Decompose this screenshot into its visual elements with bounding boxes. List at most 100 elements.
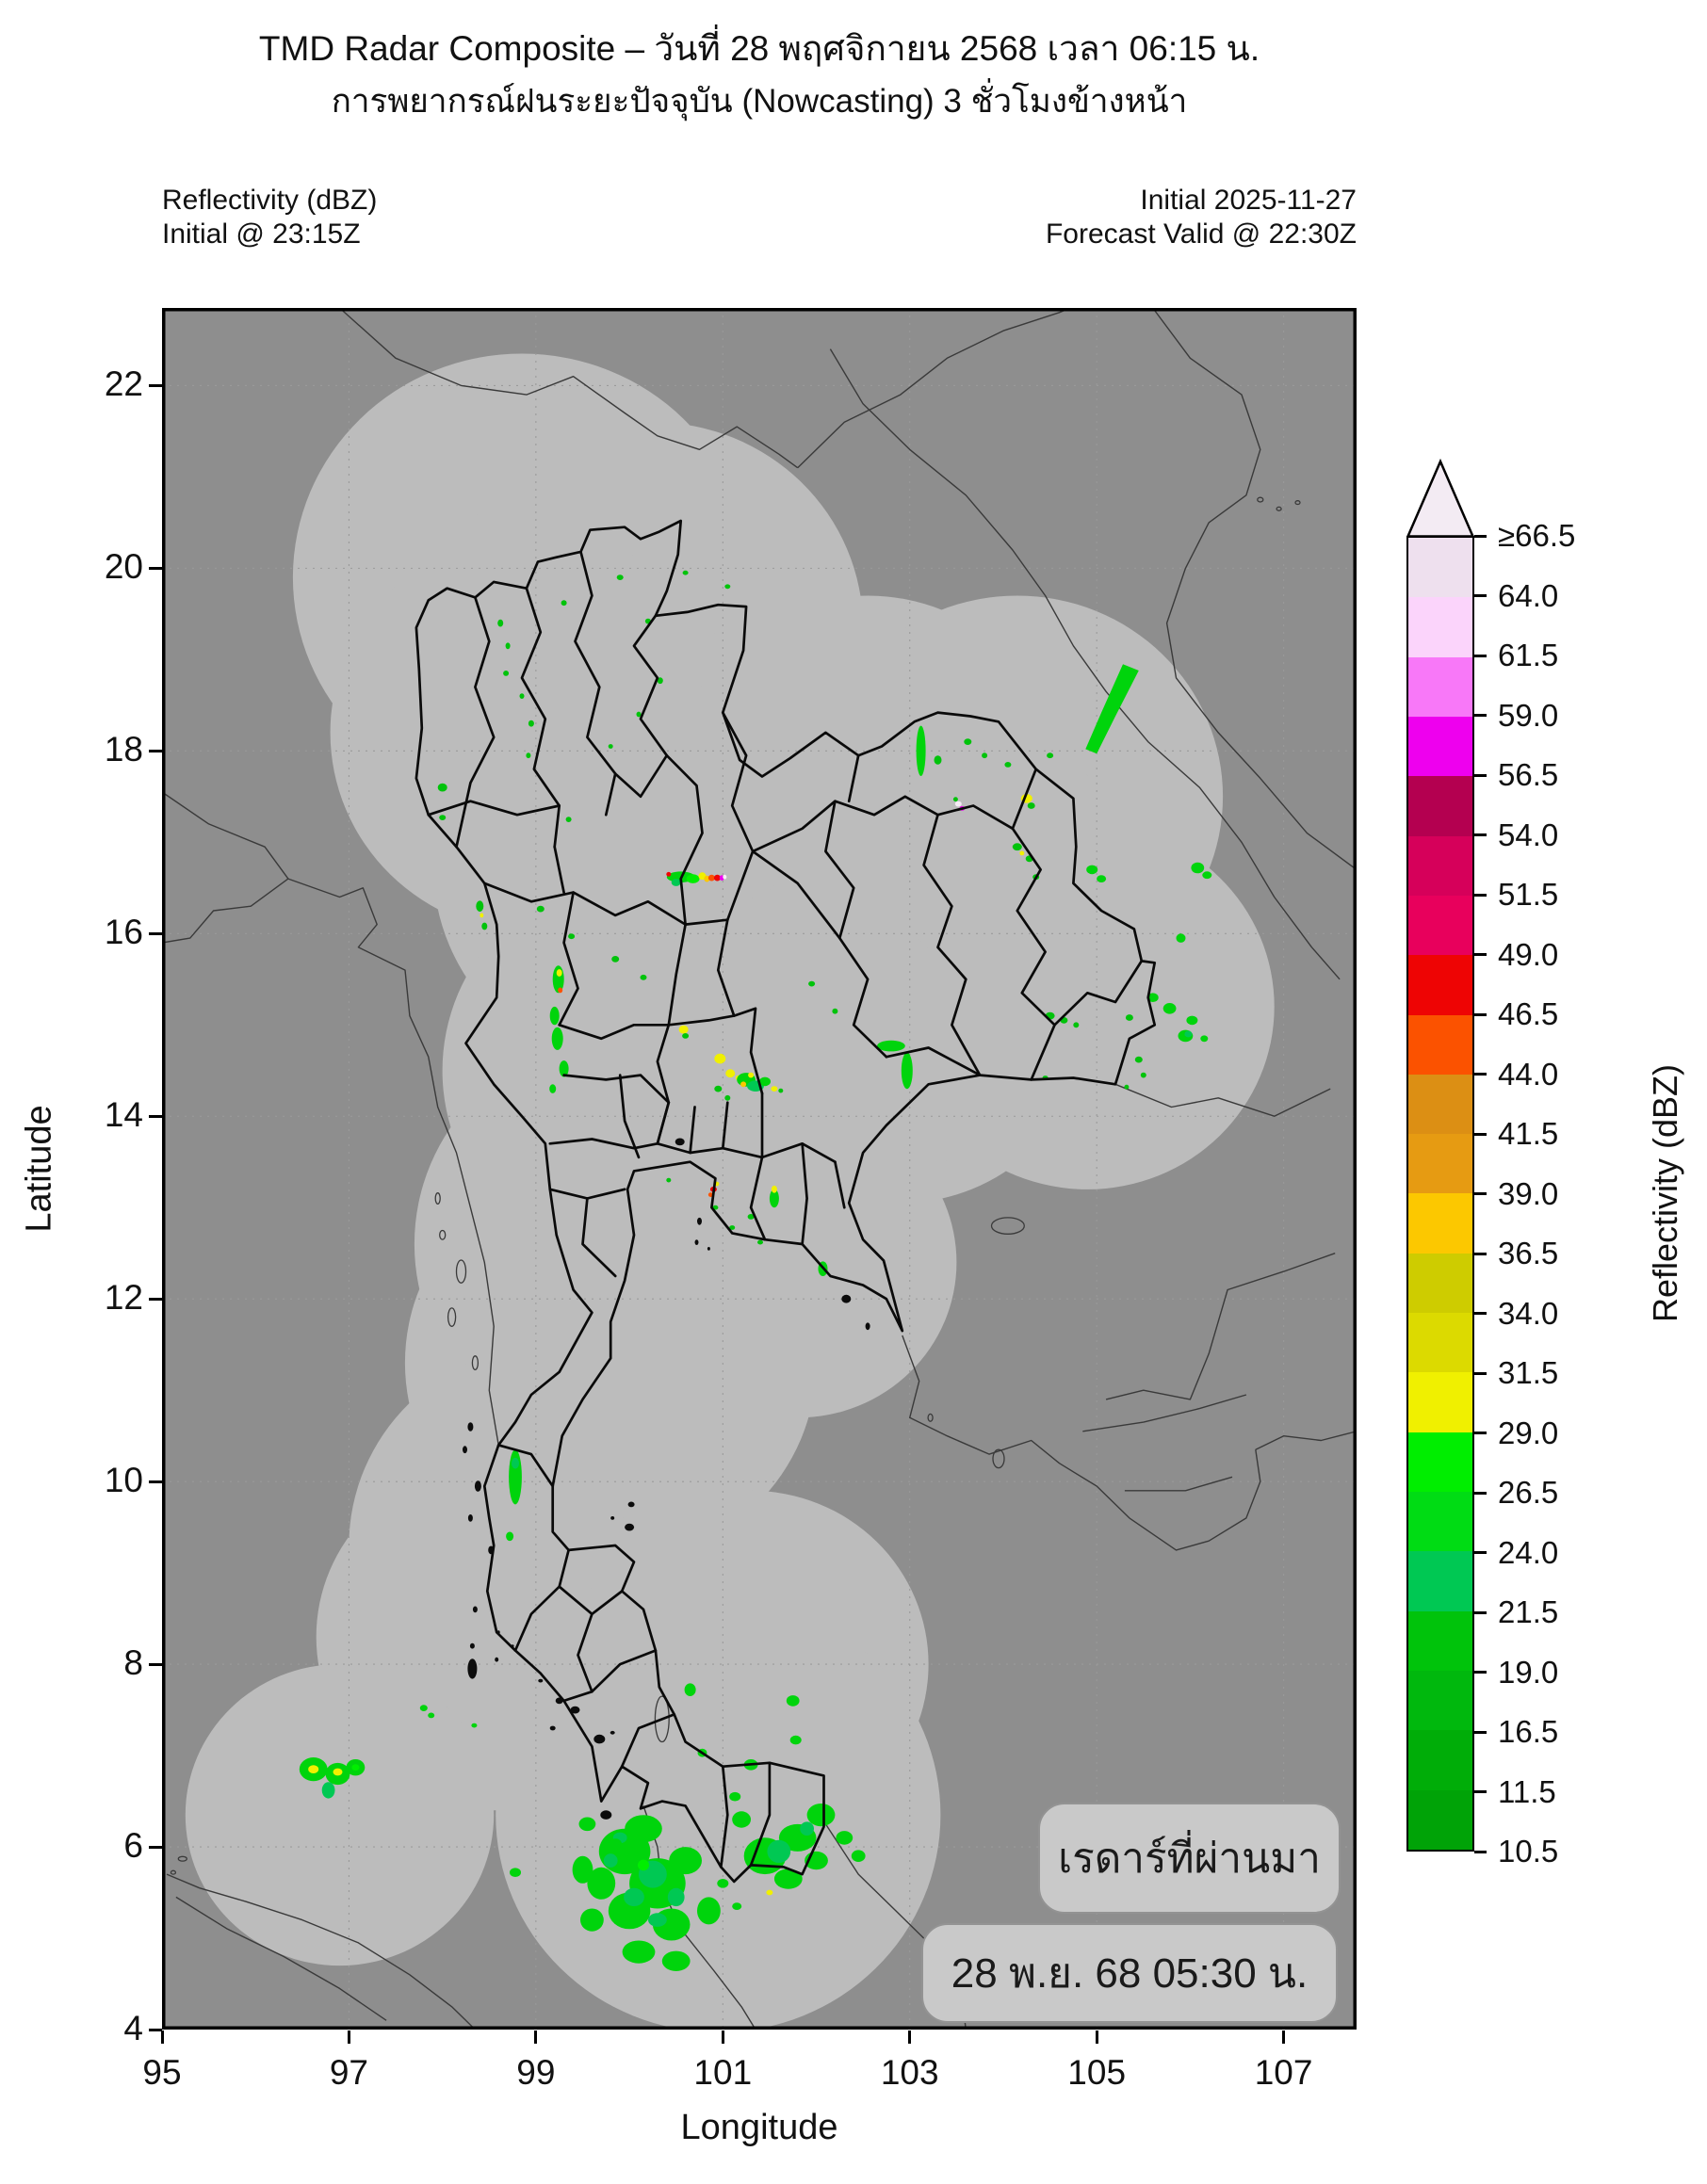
radar-echo <box>714 1085 723 1092</box>
radar-echo <box>611 956 620 963</box>
province-border-line <box>801 1141 808 1246</box>
province-border-line <box>632 614 669 757</box>
radar-echo <box>572 1855 593 1884</box>
radar-echo <box>769 1189 779 1208</box>
island-speck <box>694 1239 699 1245</box>
colorbar-tick-label: 56.5 <box>1498 757 1559 792</box>
radar-echo <box>717 1879 729 1888</box>
colorbar-tick-label: 36.5 <box>1498 1236 1559 1270</box>
province-border-line <box>558 1014 736 1041</box>
colorbar-tick-label: 16.5 <box>1498 1714 1559 1749</box>
radar-echo <box>624 1887 644 1907</box>
colorbar-tick-label: 24.0 <box>1498 1534 1559 1570</box>
country-border-line <box>1105 1253 1336 1400</box>
radar-echo <box>698 872 707 881</box>
colorbar-tick <box>1474 594 1487 597</box>
colorbar-tick-label: 29.0 <box>1498 1415 1559 1450</box>
country-border-line <box>1124 1476 1233 1492</box>
colorbar-tick-label: 34.0 <box>1498 1295 1559 1331</box>
radar-echo <box>916 725 926 776</box>
radar-echo <box>964 738 972 745</box>
y-tick <box>149 2028 162 2031</box>
radar-echo <box>558 987 563 994</box>
province-border-line <box>562 1612 593 1703</box>
colorbar-arrow <box>1406 459 1474 538</box>
radar-echo <box>497 619 504 627</box>
island-outline <box>927 1413 934 1422</box>
radar-echo <box>1086 865 1098 875</box>
radar-echo <box>1125 1014 1133 1021</box>
island-speck <box>707 1247 710 1251</box>
radar-echo <box>1134 1056 1143 1063</box>
radar-echo <box>771 1086 778 1092</box>
radar-echo <box>667 1887 685 1907</box>
y-tick <box>149 1297 162 1301</box>
country-border-line <box>902 1335 1261 1551</box>
island-outline <box>434 1192 441 1205</box>
colorbar-tick-label: 26.5 <box>1498 1475 1559 1510</box>
radar-echo <box>439 815 447 820</box>
radar-echo <box>578 1817 596 1832</box>
province-border-line <box>427 800 561 817</box>
colorbar-segment <box>1408 1014 1472 1075</box>
province-border-line <box>922 813 982 1076</box>
radar-echo <box>512 1457 519 1469</box>
island-speck <box>469 1642 475 1649</box>
province-border-line <box>749 1761 772 1867</box>
radar-echo <box>1124 1084 1130 1090</box>
country-border-line <box>166 1873 476 2030</box>
y-tick-label: 20 <box>104 547 143 587</box>
radar-echo <box>568 933 576 940</box>
y-tick-label: 4 <box>123 2009 143 2047</box>
radar-echo <box>603 1853 618 1868</box>
colorbar-segment <box>1408 538 1472 598</box>
colorbar-segment <box>1408 1610 1472 1671</box>
radar-map-svg <box>162 308 1357 2030</box>
radar-echo <box>419 1705 428 1711</box>
island-speck <box>697 1217 702 1225</box>
colorbar-segment <box>1408 1372 1472 1432</box>
radar-echo <box>732 1811 751 1828</box>
radar-echo <box>333 1768 343 1776</box>
island-speck <box>627 1501 635 1508</box>
province-border-line <box>689 1106 696 1155</box>
overlay-box-timestamp: 28 พ.ย. 68 05:30 น. <box>921 1923 1338 2023</box>
colorbar-segment <box>1408 597 1472 657</box>
colorbar-tick-label: 64.0 <box>1498 577 1559 613</box>
country-border-line <box>1082 1394 1247 1432</box>
island-speck <box>511 1644 514 1648</box>
province-border-line <box>591 1649 658 1693</box>
colorbar-tick-label: 11.5 <box>1498 1773 1556 1809</box>
colorbar-label: Reflectivity (dBZ) <box>1646 1063 1684 1323</box>
radar-echo <box>1019 850 1025 856</box>
country-border-line <box>1152 308 1357 870</box>
graticule <box>162 308 1357 2030</box>
province-border-line <box>847 753 860 803</box>
radar-echo <box>1200 1035 1209 1043</box>
radar-echo <box>1176 933 1186 943</box>
radar-echo <box>707 874 715 882</box>
province-border-line <box>581 1197 617 1278</box>
radar-echo <box>1027 802 1035 809</box>
radar-echo <box>308 1765 319 1773</box>
radar-echo <box>536 905 545 913</box>
radar-echo <box>832 1008 838 1014</box>
radar-echo <box>321 1782 335 1799</box>
x-tick <box>721 2030 724 2044</box>
y-tick <box>149 931 162 935</box>
y-tick-label: 12 <box>104 1278 143 1318</box>
island-speck <box>865 1322 870 1331</box>
x-tick-label: 105 <box>1067 2053 1127 2092</box>
x-tick <box>347 2030 350 2044</box>
radar-echo <box>723 874 727 880</box>
y-tick <box>149 1662 162 1666</box>
radar-echo <box>638 1859 649 1871</box>
radar-echo <box>616 574 624 580</box>
radar-echo <box>713 874 721 882</box>
colorbar-segment <box>1408 1789 1472 1850</box>
radar-echo <box>851 1850 866 1862</box>
island-outline <box>447 1307 457 1327</box>
colorbar-tick <box>1474 714 1487 717</box>
y-tick <box>149 1845 162 1849</box>
radar-echo <box>428 1712 435 1719</box>
